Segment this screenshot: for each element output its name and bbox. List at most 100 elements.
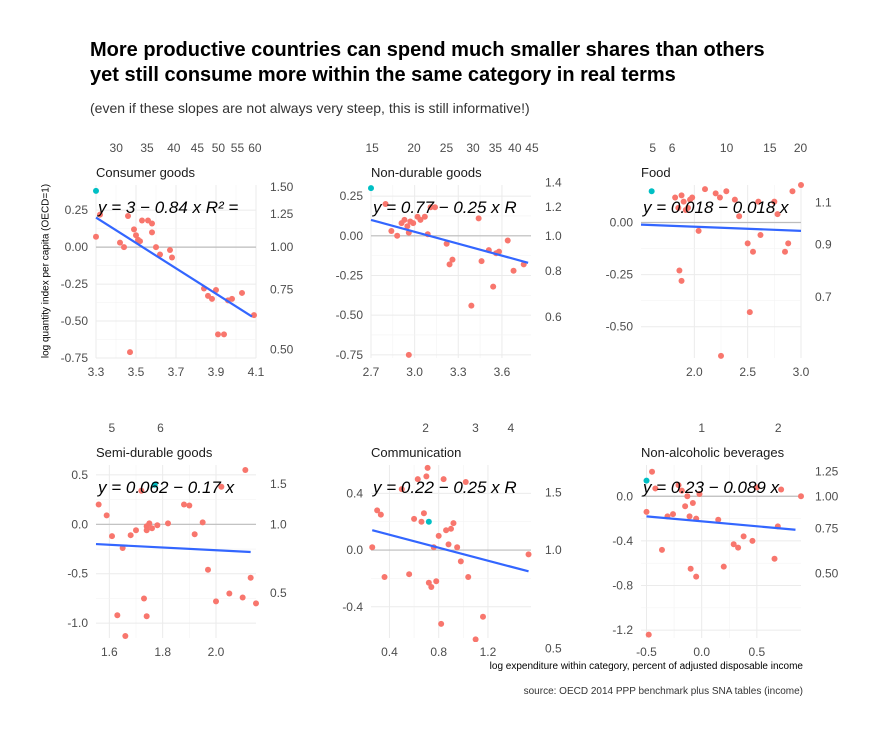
x-tick-label: 2.0 [208, 645, 225, 659]
data-point [696, 491, 703, 498]
regression-line [371, 529, 529, 573]
data-point [432, 204, 438, 211]
top-axis-tick-label: 40 [508, 141, 522, 155]
data-point [398, 486, 405, 493]
data-point [131, 226, 137, 233]
data-point [475, 215, 482, 222]
y-tick-label: 0.5 [71, 468, 88, 482]
data-point [127, 532, 134, 539]
data-point [750, 248, 756, 255]
y-tick-label: -0.4 [612, 534, 633, 548]
highlight-point [368, 185, 374, 192]
y-tick-label: 0.0 [616, 489, 633, 503]
data-point [117, 239, 123, 246]
panel-title: Non-durable goods [371, 165, 482, 180]
right-axis-tick-label: 0.75 [270, 283, 294, 297]
x-tick-label: 2.5 [739, 365, 756, 379]
data-point [689, 194, 696, 201]
data-point [133, 527, 139, 534]
data-point [682, 503, 689, 510]
data-point [440, 476, 447, 483]
top-axis-tick-label: 6 [669, 141, 676, 155]
data-point [757, 232, 764, 239]
data-point [127, 349, 133, 356]
data-point [417, 216, 424, 223]
right-axis-tick-label: 0.50 [270, 343, 294, 357]
data-point [480, 613, 486, 620]
data-point [181, 501, 187, 508]
data-point [675, 204, 682, 211]
x-tick-label: 1.2 [480, 645, 497, 659]
data-point [730, 541, 737, 548]
top-axis-tick-label: 45 [191, 141, 205, 155]
data-point [675, 482, 682, 489]
panel-data: y = 0.22 − 0.25 x R [369, 464, 532, 642]
data-point [251, 312, 257, 319]
right-axis-tick-label: 1.1 [815, 196, 832, 210]
data-point [718, 352, 724, 359]
y-tick-label: 0.00 [340, 229, 364, 243]
data-point [490, 283, 497, 290]
data-point [774, 211, 781, 218]
data-point [404, 223, 411, 230]
highlight-point [643, 477, 650, 484]
data-point [137, 238, 143, 245]
data-point [462, 479, 469, 486]
data-point [428, 583, 435, 590]
right-axis-tick-label: 0.7 [815, 290, 832, 304]
data-point [186, 502, 193, 509]
data-point [394, 232, 401, 239]
x-tick-label: 1.6 [101, 645, 118, 659]
top-axis-tick-label: 6 [157, 421, 164, 435]
regression-equation: y = 0.062 − 0.17 x [97, 478, 235, 497]
data-point [716, 194, 723, 201]
data-point [785, 240, 792, 247]
right-axis-tick-label: 1.0 [545, 543, 562, 557]
top-axis-tick-label: 60 [248, 141, 262, 155]
data-point [478, 258, 485, 265]
data-point [114, 612, 121, 619]
regression-equation: y = 3 − 0.84 x R² = [97, 198, 238, 217]
top-axis-tick-label: 50 [212, 141, 226, 155]
data-point [449, 256, 456, 263]
data-point [689, 499, 696, 506]
y-tick-label: -1.0 [67, 616, 88, 630]
x-tick-label: 3.0 [793, 365, 810, 379]
data-point [658, 546, 665, 553]
right-axis-tick-label: 1.25 [815, 464, 839, 478]
data-point [687, 565, 694, 572]
data-point [410, 220, 417, 227]
top-axis-tick-label: 1 [698, 421, 705, 435]
data-point [213, 598, 219, 605]
data-point [723, 188, 730, 195]
data-point [97, 211, 103, 218]
source-caption: source: OECD 2014 PPP benchmark plus SNA… [523, 686, 803, 697]
regression-equation: y = 0.22 − 0.25 x R [372, 478, 517, 497]
panel-title: Non-alcoholic beverages [641, 445, 785, 460]
data-point [239, 594, 246, 601]
top-axis-tick-label: 5 [109, 421, 116, 435]
data-point [731, 196, 738, 203]
right-axis-tick-label: 1.0 [270, 517, 287, 531]
data-point [749, 537, 756, 544]
y-tick-label: 0.25 [340, 189, 364, 203]
data-point [443, 527, 450, 534]
data-point [414, 476, 421, 483]
data-point [649, 468, 656, 475]
data-point [684, 493, 691, 500]
top-axis-tick-label: 30 [110, 141, 124, 155]
data-point [374, 507, 381, 514]
data-point [146, 520, 153, 527]
data-point [154, 522, 161, 529]
panel-4: 0.5 0.0 -0.5 -1.0 1.6 1.8 2.0 5 6 1.5 1.0 0.5 Semi-d… [67, 421, 287, 659]
data-point [421, 213, 428, 220]
right-axis-tick-label: 1.25 [270, 207, 294, 221]
data-point [525, 551, 532, 558]
right-axis-tick-label: 1.50 [270, 180, 294, 194]
y-tick-label: 0.00 [610, 216, 634, 230]
data-point [744, 240, 751, 247]
x-axis-label: log expenditure within category, percent… [489, 661, 803, 672]
chart-title-line1: More productive countries can spend much… [90, 39, 765, 61]
right-axis-tick-label: 0.5 [270, 586, 287, 600]
chart-subtitle: (even if these slopes are not always ver… [90, 100, 530, 116]
